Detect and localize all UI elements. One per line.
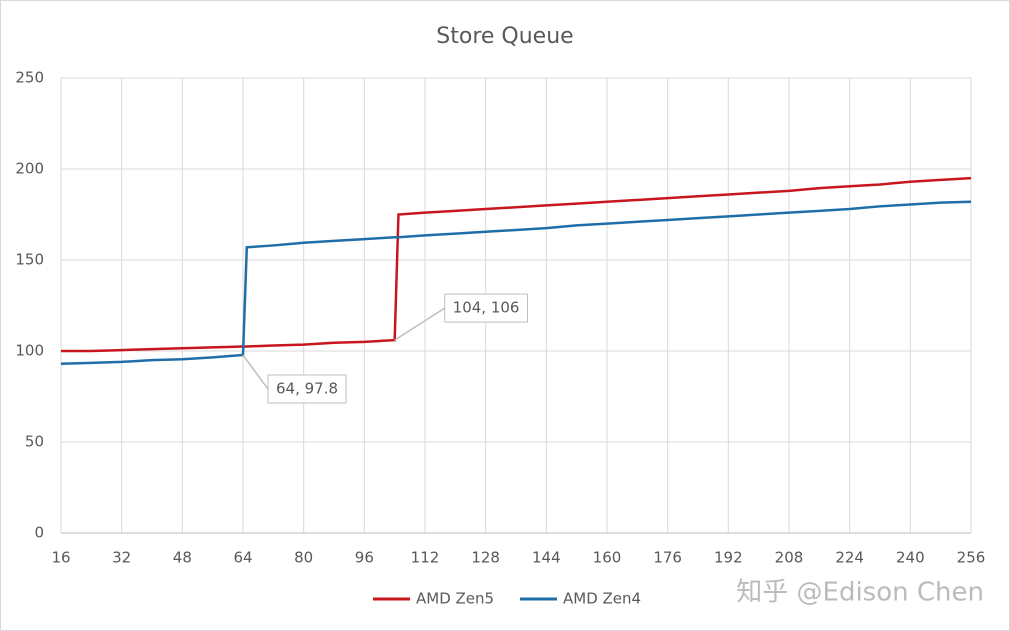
line-series [60,200,972,365]
legend-label: AMD Zen5 [416,590,494,608]
x-tick-label: 64 [233,549,252,567]
legend-label: AMD Zen4 [563,590,641,608]
x-tick-label: 224 [835,549,864,567]
chart-title: Store Queue [436,24,573,49]
x-tick-label: 208 [775,549,804,567]
x-tick-label: 176 [653,549,682,567]
leader-line [394,307,446,341]
y-tick-label: 100 [15,342,44,360]
data-label: 64, 97.8 [276,380,338,398]
data-label-box [444,293,528,323]
y-tick-label: 0 [34,524,44,542]
data-label: 104, 106 [453,299,520,317]
x-tick-label: 256 [957,549,986,567]
x-tick-label: 80 [294,549,313,567]
y-tick-label: 150 [15,251,44,269]
x-tick-label: 16 [51,549,70,567]
x-tick-label: 112 [411,549,440,567]
x-tick-label: 48 [173,549,192,567]
x-tick-label: 192 [714,549,743,567]
y-tick-label: 200 [15,160,44,178]
watermark: 知乎 @Edison Chen [736,578,984,608]
x-tick-label: 144 [532,549,561,567]
y-tick-label: 50 [25,433,44,451]
x-tick-label: 128 [471,549,500,567]
y-tick-label: 250 [15,69,44,87]
x-tick-label: 240 [896,549,925,567]
x-tick-label: 96 [355,549,374,567]
leader-line [242,354,269,390]
line-series [61,176,972,353]
data-label-box [267,374,347,404]
x-tick-label: 32 [112,549,131,567]
x-tick-label: 160 [593,549,622,567]
